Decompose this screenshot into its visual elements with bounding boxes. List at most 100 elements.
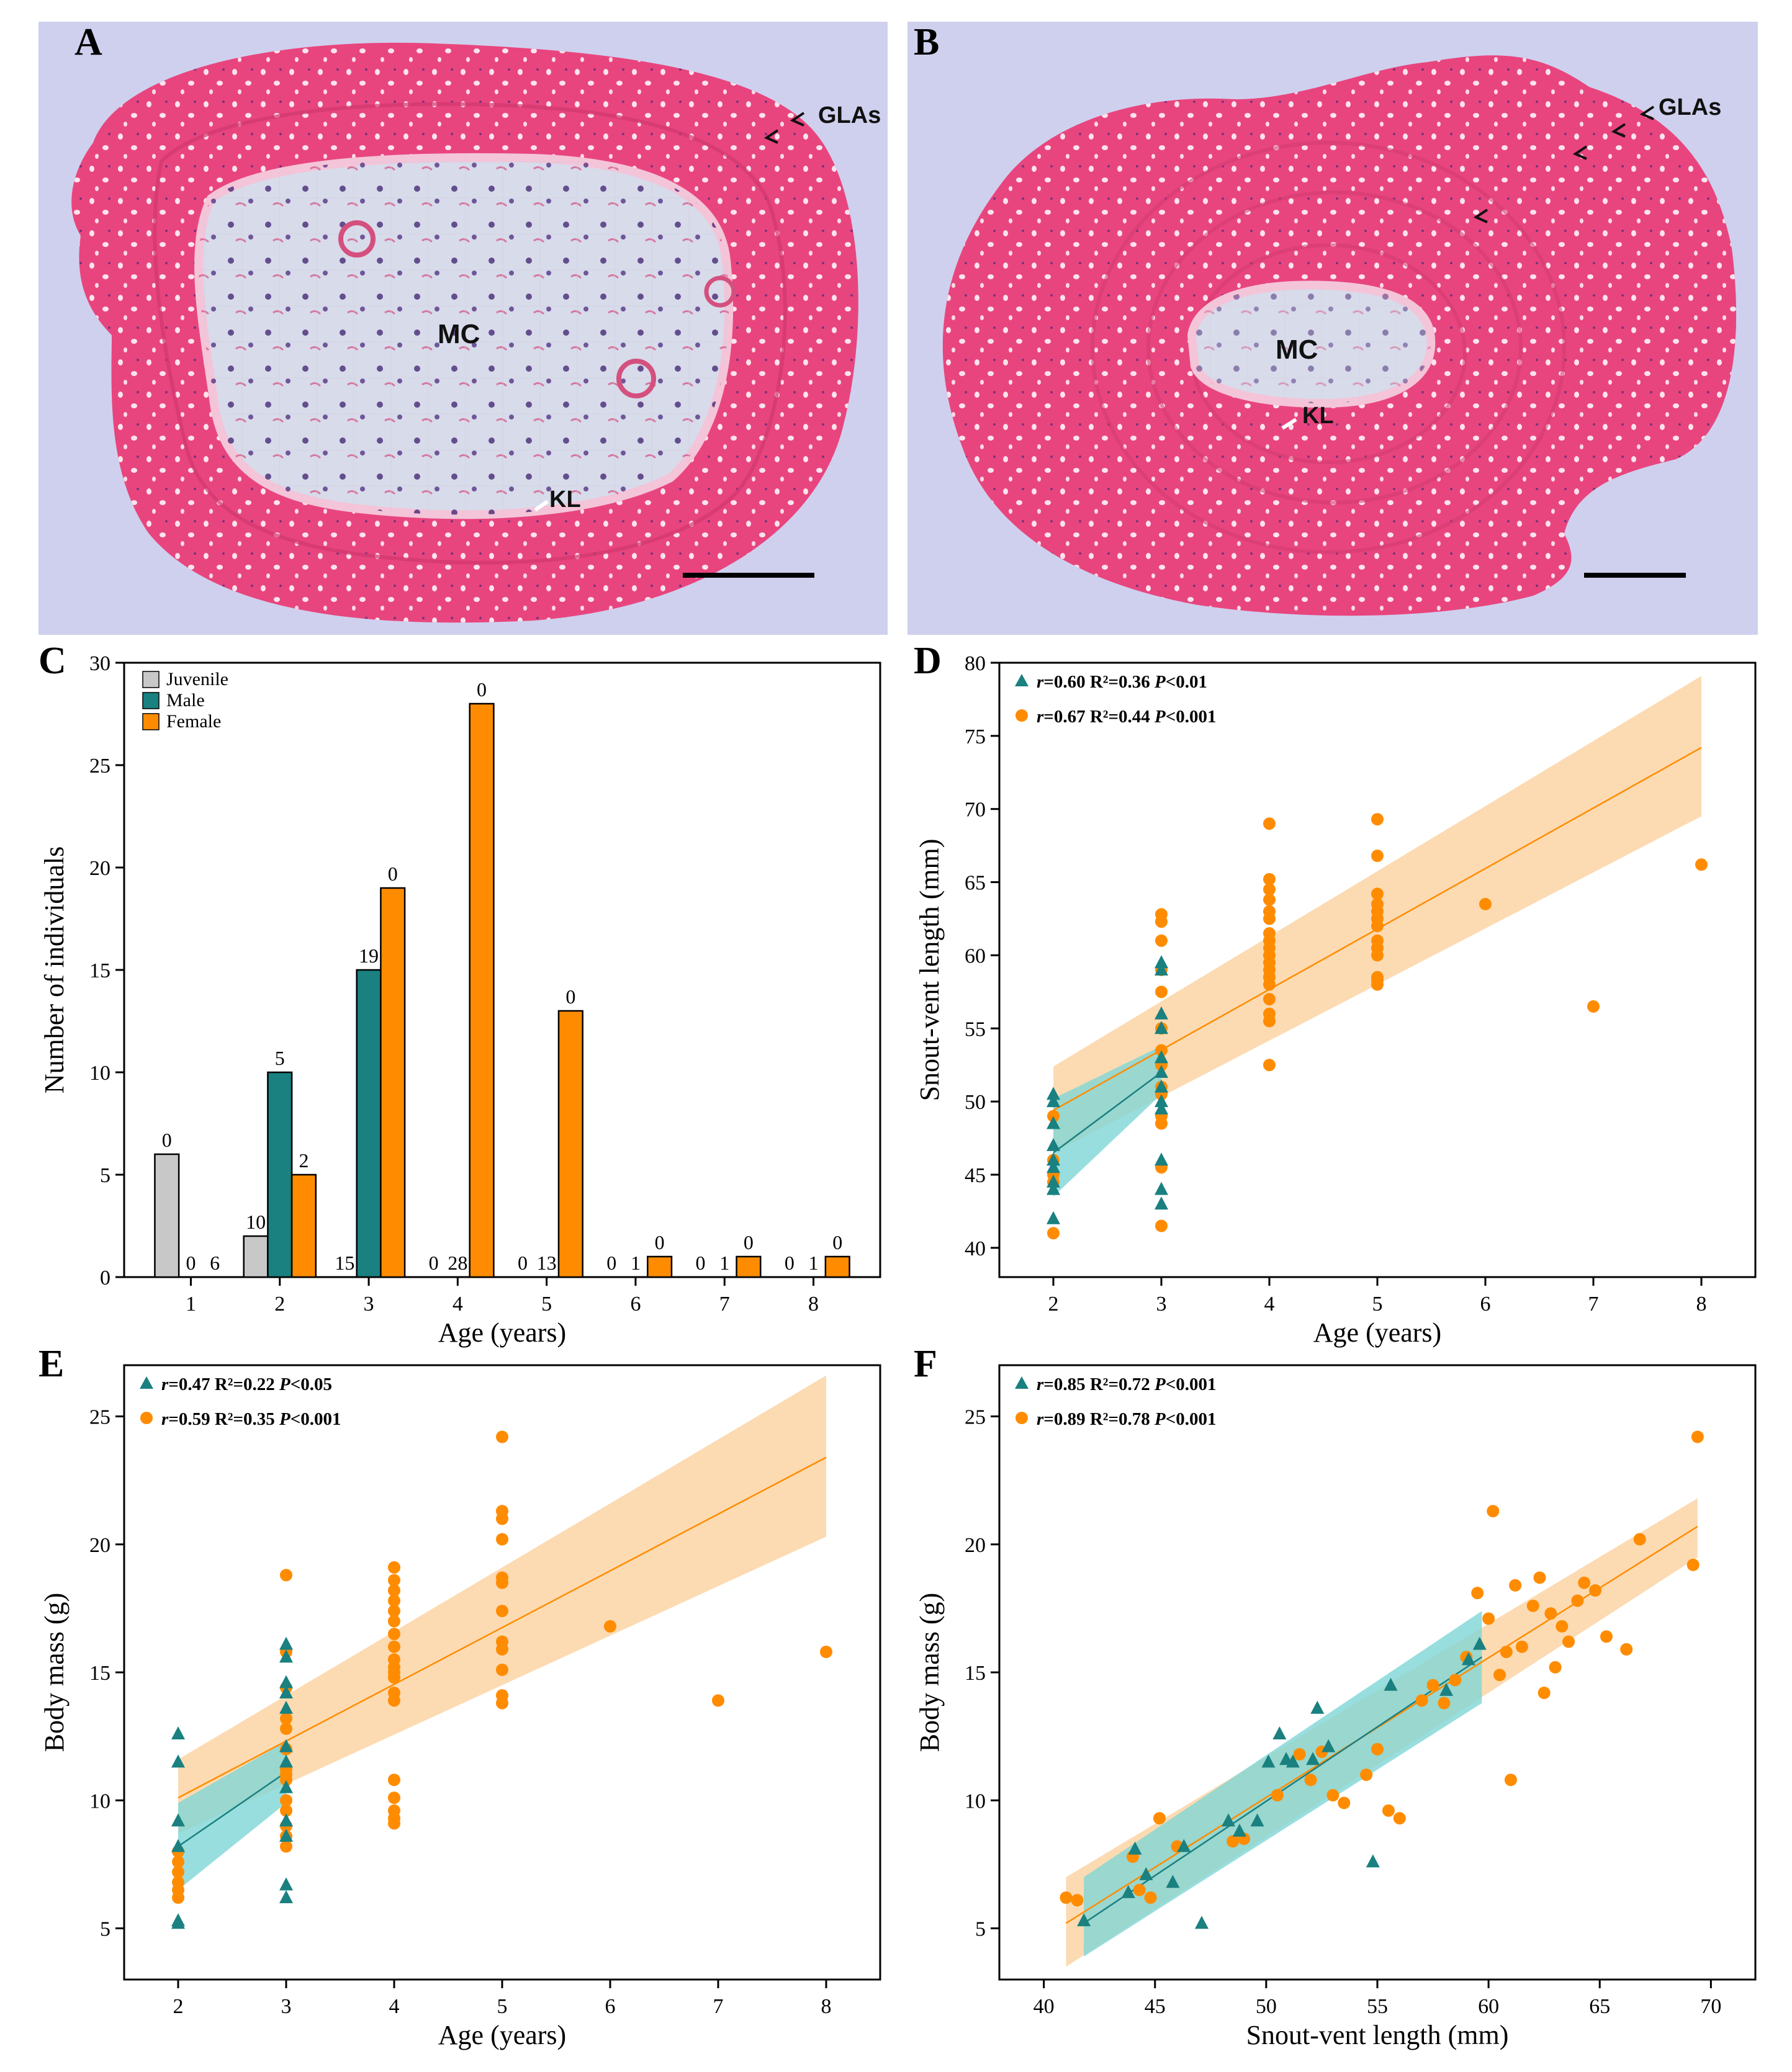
panel-f-point-female <box>1589 1584 1602 1597</box>
panel-c-y-tick-label: 25 <box>89 755 110 778</box>
panel-b-letter: B <box>914 21 939 63</box>
panel-c-bar-value-label: 0 <box>162 1129 172 1151</box>
panel-c-y-tick-label: 15 <box>89 959 110 982</box>
panel-c-bar-value-label: 6 <box>210 1252 220 1274</box>
panel-c-bar-value-label: 0 <box>744 1231 754 1254</box>
panel-d-point-female <box>1263 912 1276 925</box>
panel-f-point-female <box>1562 1635 1575 1648</box>
panel-a-glas-arrow <box>790 112 805 127</box>
panel-c-y-tick-label: 30 <box>89 652 110 675</box>
panel-d-stat-line-female: r=0.67 R²=0.44 P<0.001 <box>1037 707 1216 727</box>
panel-e-x-tick-label: 7 <box>713 1995 724 2018</box>
panel-d-point-male <box>1155 1079 1168 1093</box>
panel-d-point-female <box>1371 920 1384 933</box>
panel-e-point-female <box>496 1663 508 1676</box>
panel-d-point-male <box>1155 1152 1168 1166</box>
panel-d-point-female <box>1371 850 1384 863</box>
panel-e-point-female <box>388 1774 400 1787</box>
panel-c-y-tick-label: 5 <box>100 1164 110 1187</box>
panel-e-point-female <box>172 1891 184 1904</box>
panel-f-point-female <box>1509 1579 1522 1592</box>
panel-e-y-tick-label: 10 <box>89 1790 110 1813</box>
panel-e-y-tick-label: 15 <box>89 1662 110 1685</box>
panel-d-x-tick-label: 6 <box>1480 1293 1491 1316</box>
panel-f-point-female <box>1133 1883 1146 1896</box>
panel-f-point-female <box>1304 1774 1317 1787</box>
panel-d-point-female <box>1263 1015 1276 1028</box>
panel-e-point-female <box>388 1605 400 1617</box>
panel-d-point-female <box>1263 872 1276 886</box>
panel-e-point-female <box>604 1620 616 1633</box>
panel-f-point-male <box>1194 1916 1209 1929</box>
panel-d-point-male <box>1155 1182 1168 1195</box>
panel-e-scatter-plot: 5 10 15 20 25 2 3 4 5 6 7 8 r=0.47 R²=0.22 P<0.05 r=0… <box>39 1364 881 2050</box>
panel-f-point-male <box>1139 1867 1153 1880</box>
panel-d-x-tick-label: 2 <box>1048 1293 1059 1316</box>
panel-e-point-female <box>388 1640 400 1653</box>
panel-e-point-female <box>496 1512 508 1525</box>
panel-e-point-male <box>279 1780 293 1793</box>
panel-d-point-female <box>1587 1000 1600 1013</box>
panel-f-point-male <box>1321 1739 1336 1752</box>
panel-d-point-male <box>1047 1211 1060 1224</box>
panel-d-y-tick-label: 70 <box>965 799 986 822</box>
panel-c-x-tick-label: 5 <box>541 1293 552 1316</box>
panel-f-point-female <box>1526 1599 1539 1612</box>
panel-e-point-female <box>820 1646 832 1658</box>
panel-c-bar-value-label: 10 <box>246 1211 266 1233</box>
panel-f-point-male <box>1166 1875 1180 1888</box>
panel-d-point-female <box>1263 993 1276 1006</box>
panel-c-bar-value-label: 5 <box>275 1047 285 1069</box>
panel-e-point-female <box>496 1643 508 1656</box>
panel-f-x-tick-label: 45 <box>1145 1995 1166 2018</box>
panel-a-letter: A <box>74 21 102 63</box>
panel-d-point-male <box>1047 1087 1060 1100</box>
panel-d-point-female <box>1155 985 1168 998</box>
panel-e-letter: E <box>38 1343 64 1385</box>
panel-d-point-male <box>1155 1050 1168 1064</box>
panel-c-bar-female <box>647 1255 673 1278</box>
panel-f-legend-marker-female <box>1015 1412 1028 1424</box>
panel-d-y-tick-label: 50 <box>965 1091 986 1114</box>
panel-f-x-axis-label: Snout-vent length (mm) <box>1246 2020 1509 2050</box>
panel-d-point-male <box>1047 1182 1060 1195</box>
panel-d-x-axis-label: Age (years) <box>1313 1317 1441 1348</box>
panel-d-point-male <box>1047 1094 1060 1108</box>
panel-f-point-male <box>1366 1854 1380 1868</box>
panel-e-point-female <box>496 1430 508 1443</box>
panel-e-x-tick-label: 5 <box>497 1995 508 2018</box>
panel-a-scale-bar <box>683 573 814 578</box>
panel-e-point-male <box>279 1685 293 1698</box>
panel-e-point-female <box>280 1712 292 1725</box>
panel-c-legend-swatch-juvenile <box>142 671 160 688</box>
panel-f-scatter-plot: 5 10 15 20 25 40 45 50 55 60 65 70 r=0.85 R²=0.72 P<… <box>914 1364 1757 2050</box>
panel-d-legend-marker-female <box>1015 709 1028 722</box>
panel-a-kl-label: KL <box>549 487 581 513</box>
panel-d-point-female <box>1155 1219 1168 1232</box>
panel-c-legend-swatch-female <box>142 713 160 730</box>
panel-d-y-axis-label: Snout-vent length (mm) <box>914 839 945 1101</box>
panel-d-point-male <box>1047 1160 1060 1173</box>
panel-e-point-male <box>279 1877 293 1891</box>
panel-f-point-female <box>1393 1812 1406 1825</box>
panel-a-kl-arrow <box>534 500 549 512</box>
panel-d-point-male <box>1155 955 1168 969</box>
panel-d-fit-line-male <box>1053 1071 1162 1154</box>
panel-f-point-female <box>1571 1594 1584 1607</box>
panel-f-point-female <box>1471 1587 1484 1600</box>
panel-e-point-male <box>171 1754 185 1768</box>
panel-f-point-female <box>1578 1576 1591 1589</box>
panel-e-ci-band-male <box>178 1741 286 1890</box>
panel-b-micrograph: B MC KL GLAs <box>907 21 1758 635</box>
panel-f-point-male <box>1261 1754 1276 1768</box>
panel-f-stat-line-female: r=0.89 R²=0.78 P<0.001 <box>1037 1409 1216 1429</box>
panel-e-point-male <box>279 1813 293 1827</box>
panel-e-y-tick-label: 25 <box>89 1406 110 1429</box>
panel-d-y-tick-label: 40 <box>965 1237 986 1260</box>
panel-f-y-axis-label: Body mass (g) <box>914 1593 945 1752</box>
panel-f-point-male <box>1472 1636 1487 1650</box>
panel-e-point-male <box>279 1739 293 1752</box>
panel-c-x-tick-label: 8 <box>808 1293 819 1316</box>
panel-b-gla-arrowhead-1 <box>1611 123 1626 138</box>
panel-c-y-tick-label: 10 <box>89 1062 110 1085</box>
